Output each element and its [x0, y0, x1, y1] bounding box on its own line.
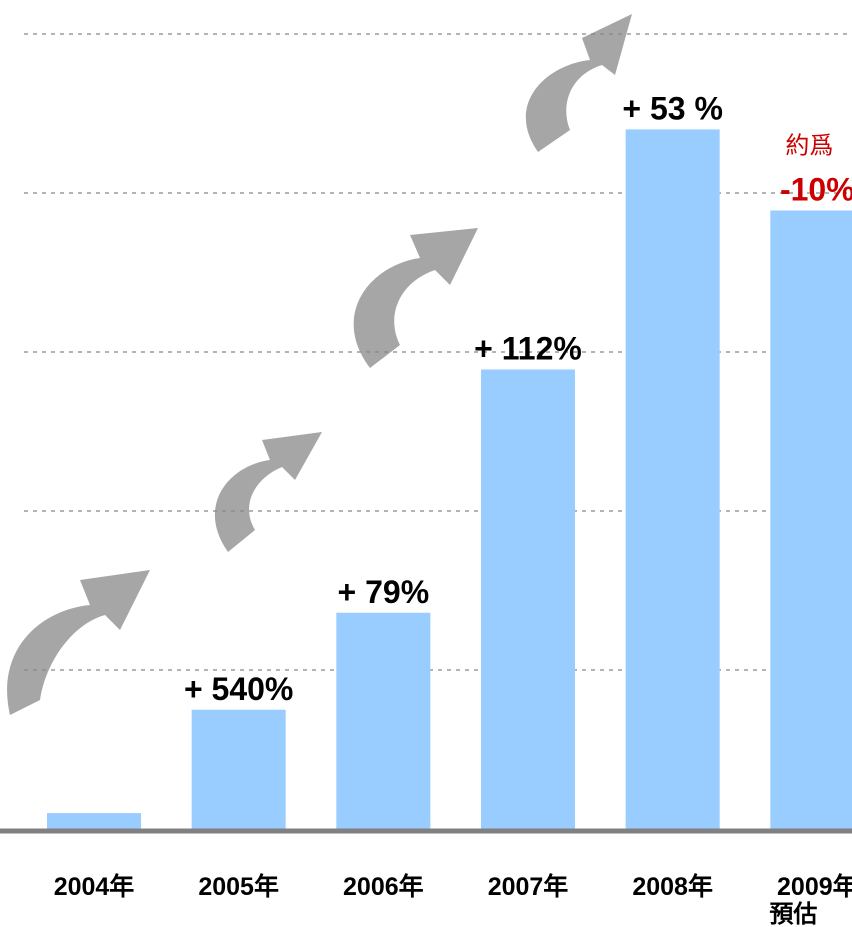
growth-label: + 112%	[474, 330, 582, 366]
arrow	[353, 228, 478, 368]
growth-label: + 53 %	[622, 90, 723, 126]
bar	[191, 709, 286, 829]
x-tick-label: 2006年	[343, 872, 424, 901]
bar	[625, 129, 720, 829]
note: 約爲	[785, 132, 833, 159]
x-tick-label: 2005年	[198, 872, 279, 901]
arrow	[214, 432, 322, 552]
arrow	[7, 570, 150, 715]
growth-label: + 540%	[184, 671, 293, 707]
x-tick-label: 2008年	[632, 872, 713, 901]
bar	[770, 210, 852, 830]
x-tick-note: 預估	[769, 901, 817, 927]
arrow	[525, 14, 632, 152]
bar	[47, 813, 141, 829]
growth-label: + 79%	[338, 574, 430, 610]
x-tick-label: 2004年	[54, 872, 135, 901]
bar	[336, 612, 431, 829]
x-tick-label: 2009年	[777, 872, 852, 901]
growth-label: -10%	[780, 171, 852, 207]
bar	[481, 369, 575, 829]
decorative-arrows	[7, 14, 632, 715]
x-tick-label: 2007年	[488, 872, 569, 901]
